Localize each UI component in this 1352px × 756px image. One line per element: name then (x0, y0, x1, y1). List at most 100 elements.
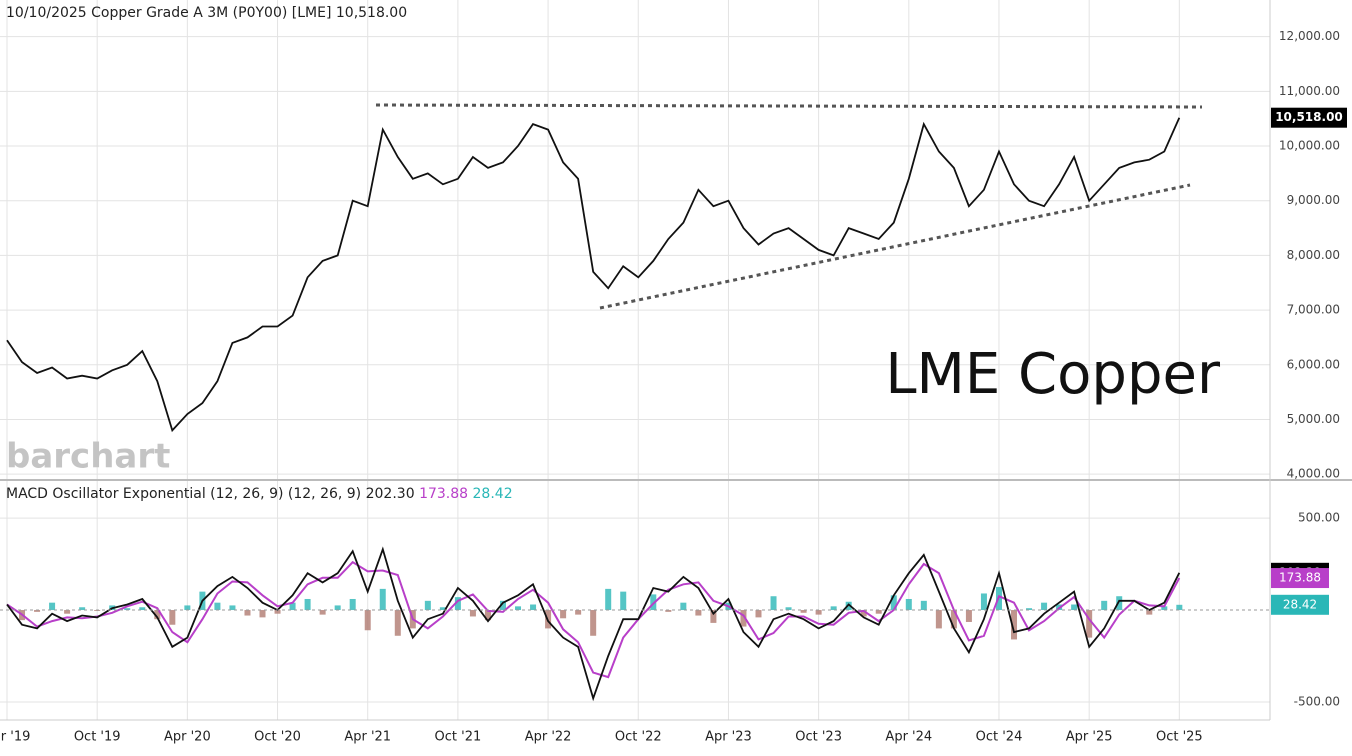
histogram-bar (770, 596, 777, 611)
y-tick-label: 10,000.00 (1279, 139, 1340, 153)
resistance-line (375, 103, 1203, 109)
y-tick-label: 7,000.00 (1287, 303, 1340, 317)
histogram-bar (1041, 602, 1048, 611)
last-value: 10,518.00 (336, 5, 407, 21)
histogram-bar (259, 610, 266, 618)
y-tick-label: 12,000.00 (1279, 29, 1340, 43)
histogram-bar (364, 610, 371, 631)
histogram-bar (289, 602, 296, 611)
histogram-bar (665, 610, 672, 612)
histogram-bar (680, 602, 687, 611)
histogram-bar (980, 593, 987, 611)
histogram-bar (229, 605, 236, 611)
histogram-bar (274, 610, 281, 614)
line (6, 117, 1181, 433)
histogram-bar (64, 610, 71, 614)
x-tick-label: Apr '24 (885, 730, 932, 745)
x-tick-label: Apr '22 (525, 730, 572, 745)
histogram-bar (950, 610, 957, 629)
histogram-bar (244, 610, 251, 616)
histogram-bar (184, 605, 191, 611)
x-tick-label: Oct '19 (74, 730, 121, 745)
price-label: 10,518.00 (1275, 110, 1343, 124)
histogram-bar (334, 605, 341, 611)
x-tick-label: Oct '24 (976, 730, 1023, 745)
histogram-bar (79, 607, 86, 611)
x-tick-label: Oct '23 (795, 730, 842, 745)
histogram-bar (620, 591, 627, 611)
line (6, 546, 1181, 702)
annotation: LME Copper (885, 342, 1221, 407)
histogram-bar (830, 606, 837, 611)
watermark: barchart (6, 437, 170, 477)
x-tick-label: Apr '20 (164, 730, 211, 745)
signal-last: 173.88 (419, 486, 468, 502)
histogram-bar (890, 595, 897, 611)
x-tick-label: Oct '22 (615, 730, 662, 745)
histogram-bar (1011, 610, 1018, 640)
histogram-bar (49, 602, 56, 611)
histogram-bar (935, 610, 942, 629)
hist-last: 28.42 (473, 486, 513, 502)
y-tick-label: 11,000.00 (1279, 84, 1340, 98)
histogram-bar (815, 610, 822, 615)
histogram-bar (1116, 596, 1123, 611)
histogram-bar (1026, 608, 1033, 611)
value-label: 28.42 (1283, 597, 1317, 611)
histogram-bar (590, 610, 597, 636)
histogram-bar (755, 610, 762, 618)
histogram-bar (1071, 604, 1078, 611)
value-label-box (1271, 594, 1329, 615)
histogram-bar (439, 607, 446, 611)
value-label-box (1271, 568, 1329, 589)
histogram-bar (710, 610, 717, 623)
chart-title: 10/10/2025 Copper Grade A 3M (P0Y00) [LM… (6, 5, 407, 21)
histogram-bar (124, 608, 131, 611)
histogram-bar (169, 610, 176, 625)
histogram-bar (515, 606, 522, 611)
y-tick-label: 8,000.00 (1287, 248, 1340, 262)
price-label-box (1271, 107, 1347, 128)
histogram-bar (965, 610, 972, 622)
histogram-bar (785, 607, 792, 611)
histogram-bar (499, 600, 506, 611)
y-tick-label: 4,000.00 (1287, 467, 1340, 481)
histogram-bar (560, 610, 567, 619)
x-tick-label: Oct '20 (254, 730, 301, 745)
histogram-bar (424, 600, 431, 611)
x-tick-label: Oct '21 (435, 730, 482, 745)
x-tick-label: Apr '23 (705, 730, 752, 745)
histogram-bar (379, 588, 386, 611)
histogram-bar (845, 601, 852, 611)
histogram-bar (1146, 610, 1153, 615)
histogram-bar (34, 610, 41, 612)
histogram-bar (394, 610, 401, 636)
histogram-bar (1176, 604, 1183, 611)
histogram-bar (154, 610, 161, 620)
x-tick-label: Oct '25 (1156, 730, 1203, 745)
histogram-bar (920, 600, 927, 611)
support-line (599, 183, 1191, 310)
trend-lines (375, 103, 1203, 310)
x-tick-label: Apr '25 (1066, 730, 1113, 745)
histogram-bar (695, 610, 702, 616)
histogram-bar (1086, 610, 1093, 638)
histogram-bar (905, 598, 912, 611)
histogram-bar (319, 610, 326, 615)
histogram-bar (484, 610, 491, 621)
histogram-bar (1161, 606, 1168, 611)
histogram-bar (530, 604, 537, 611)
x-tick-label: Apr '21 (344, 730, 391, 745)
y-tick-label: 6,000.00 (1287, 357, 1340, 371)
histogram-bar (349, 598, 356, 611)
macd-last: 202.30 (366, 486, 415, 502)
histogram-bar (875, 610, 882, 614)
histogram-bar (1101, 600, 1108, 611)
y-tick-label: 500.00 (1298, 511, 1340, 525)
title: 10/10/2025 Copper Grade A 3M (P0Y00) [LM… (6, 5, 331, 21)
y-tick-label: 5,000.00 (1287, 412, 1340, 426)
histogram-bar (860, 610, 867, 617)
macd-title: MACD Oscillator Exponential (12, 26, 9) … (6, 486, 513, 502)
histogram-bar (575, 610, 582, 615)
